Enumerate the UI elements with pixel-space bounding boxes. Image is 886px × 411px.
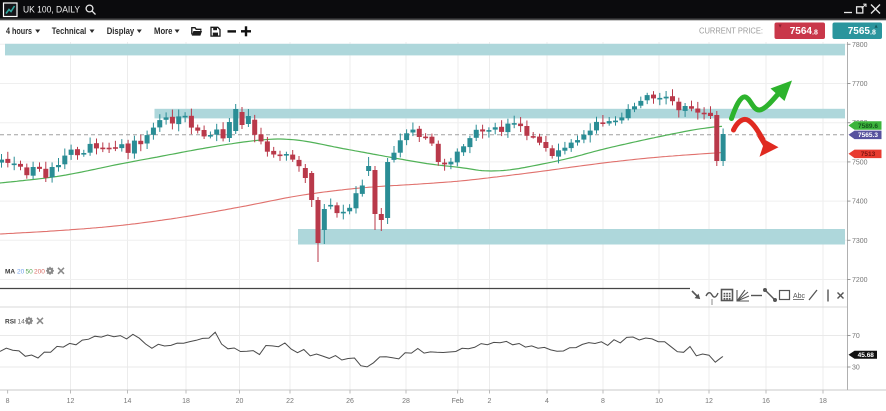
svg-text:7400: 7400 xyxy=(852,199,868,206)
svg-text:28: 28 xyxy=(402,398,410,405)
svg-text:22: 22 xyxy=(286,398,294,405)
svg-text:4 hours: 4 hours xyxy=(6,26,32,36)
svg-text:RSI: RSI xyxy=(5,319,16,326)
svg-text:Feb: Feb xyxy=(452,398,464,405)
svg-text:18: 18 xyxy=(182,398,190,405)
svg-text:45.68: 45.68 xyxy=(858,352,875,359)
svg-text:7589.6: 7589.6 xyxy=(858,123,878,130)
svg-text:7800: 7800 xyxy=(852,42,868,49)
svg-text:18: 18 xyxy=(819,398,827,405)
svg-text:200: 200 xyxy=(34,269,45,276)
svg-text:8: 8 xyxy=(6,398,10,405)
svg-text:.8: .8 xyxy=(812,30,818,37)
svg-text:16: 16 xyxy=(762,398,770,405)
svg-text:20: 20 xyxy=(17,269,25,276)
svg-text:14: 14 xyxy=(18,319,26,326)
svg-text:.8: .8 xyxy=(870,30,876,37)
svg-text:CURRENT PRICE:: CURRENT PRICE: xyxy=(699,27,763,36)
svg-text:12: 12 xyxy=(705,398,713,405)
svg-text:20: 20 xyxy=(236,398,244,405)
svg-text:Abc: Abc xyxy=(793,293,806,300)
svg-text:10: 10 xyxy=(655,398,663,405)
svg-text:7700: 7700 xyxy=(852,81,868,88)
svg-text:50: 50 xyxy=(26,269,34,276)
svg-text:Technical: Technical xyxy=(52,26,87,36)
svg-text:7300: 7300 xyxy=(852,238,868,245)
svg-text:4: 4 xyxy=(545,398,549,405)
svg-text:2: 2 xyxy=(488,398,492,405)
svg-text:Display: Display xyxy=(107,26,135,36)
svg-text:8: 8 xyxy=(601,398,605,405)
svg-text:70: 70 xyxy=(852,333,860,340)
svg-text:30: 30 xyxy=(852,365,860,372)
svg-text:7565: 7565 xyxy=(848,26,871,37)
svg-text:MA: MA xyxy=(5,269,15,276)
svg-text:12: 12 xyxy=(67,398,75,405)
svg-text:7513: 7513 xyxy=(861,151,876,158)
svg-text:UK 100, DAILY: UK 100, DAILY xyxy=(23,5,80,15)
svg-text:7500: 7500 xyxy=(852,159,868,166)
svg-text:7565.3: 7565.3 xyxy=(858,132,878,139)
svg-text:14: 14 xyxy=(124,398,132,405)
svg-text:7200: 7200 xyxy=(852,277,868,284)
svg-text:7564: 7564 xyxy=(790,26,813,37)
svg-text:26: 26 xyxy=(346,398,354,405)
svg-text:More: More xyxy=(154,26,173,36)
